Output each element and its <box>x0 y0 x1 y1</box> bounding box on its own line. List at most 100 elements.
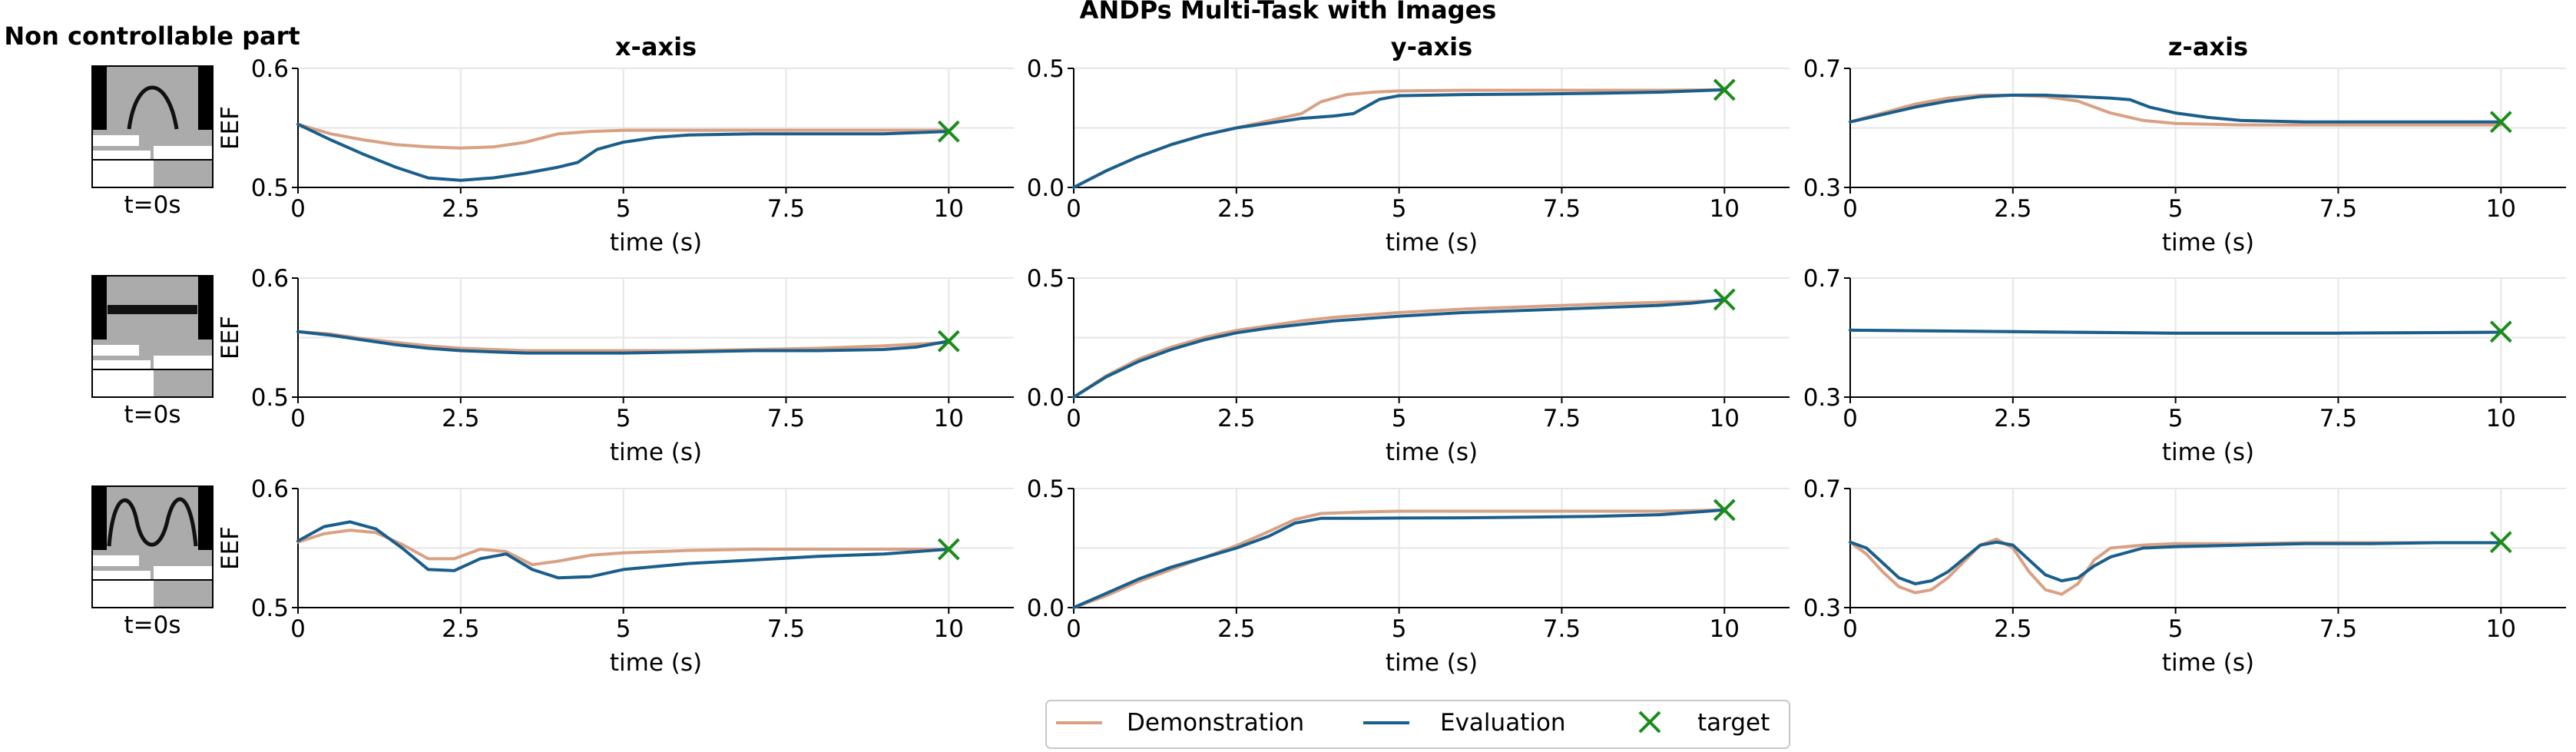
y-tick-label: 0.6 <box>251 475 289 503</box>
legend-target-label: target <box>1697 709 1770 737</box>
demonstration-line <box>296 122 951 150</box>
y-tick-label: 0.7 <box>1803 475 1841 503</box>
x-tick-label: 0 <box>1843 195 1858 223</box>
target-marker <box>937 120 960 143</box>
image-block <box>93 555 139 566</box>
x-tick-label: 10 <box>1710 405 1740 432</box>
x-tick-label: 7.5 <box>2319 195 2357 223</box>
target-stroke <box>937 538 960 561</box>
evaluation-line <box>296 330 951 355</box>
x-tick-label: 10 <box>1710 615 1740 643</box>
x-tick-label: 10 <box>2486 615 2516 643</box>
demonstration-line <box>296 330 951 353</box>
x-tick-label: 7.5 <box>1543 195 1581 223</box>
legend: Demonstration Evaluation target <box>1045 700 1790 749</box>
image-block <box>93 360 151 369</box>
x-tick-label: 2.5 <box>1217 615 1255 643</box>
x-tick-label: 10 <box>1710 195 1740 223</box>
image-block <box>93 135 139 146</box>
target-stroke <box>1713 78 1736 101</box>
x-tick-label: 2.5 <box>442 405 479 432</box>
image-block <box>154 146 212 160</box>
figure-title: ANDPs Multi-Task with Images <box>1080 0 1497 25</box>
x-tick-label: 2.5 <box>1994 405 2031 432</box>
column-title-y: y-axis <box>1391 32 1472 61</box>
image-left-dark <box>93 277 107 340</box>
x-tick-label: 0 <box>1843 615 1858 643</box>
demonstration-line <box>1072 508 1727 609</box>
y-tick-label: 0.5 <box>1027 55 1065 83</box>
target-stroke <box>1713 288 1736 311</box>
x-tick-label: 10 <box>2486 195 2516 223</box>
legend-demo-label: Demonstration <box>1127 709 1304 737</box>
panel-row2-x: 0 2.5 5 7.5 10 0.5 0.6 time (s) EEF <box>217 265 1014 466</box>
y-tick-label: 0.5 <box>251 174 289 202</box>
evaluation-line <box>1849 328 2503 335</box>
x-axis-title: time (s) <box>2162 439 2254 466</box>
image-block <box>154 566 212 580</box>
x-tick-label: 5 <box>616 405 631 432</box>
y-tick-label: 0.0 <box>1027 174 1065 202</box>
target-stroke <box>1713 499 1736 522</box>
target-marker <box>1713 499 1736 522</box>
x-tick-label: 2.5 <box>1217 195 1255 223</box>
task-image-row-3: t=0s <box>91 485 214 639</box>
task-image-row-1: t=0s <box>91 65 214 219</box>
x-tick-label: 5 <box>2168 405 2184 432</box>
x-tick-label: 0 <box>290 195 306 223</box>
x-tick-label: 7.5 <box>2319 405 2357 432</box>
panel-row3-y: 0 2.5 5 7.5 10 0.0 0.5 time (s) <box>1027 475 1790 677</box>
x-tick-label: 2.5 <box>442 615 479 643</box>
y-tick-label: 0.6 <box>251 55 289 83</box>
image-caption: t=0s <box>124 191 180 219</box>
panel-row2-y: 0 2.5 5 7.5 10 0.0 0.5 time (s) <box>1027 265 1790 466</box>
x-axis-title: time (s) <box>1386 439 1478 466</box>
y-axis-title: EEF <box>217 106 244 150</box>
target-marker <box>1713 288 1736 311</box>
target-marker <box>937 538 960 561</box>
image-caption: t=0s <box>124 611 180 639</box>
y-tick-label: 0.5 <box>251 595 289 622</box>
x-axis-title: time (s) <box>610 649 702 677</box>
y-tick-label: 0.7 <box>1803 55 1841 83</box>
image-right-dark <box>198 67 212 130</box>
x-tick-label: 10 <box>934 615 964 643</box>
x-tick-label: 2.5 <box>442 195 479 223</box>
y-tick-label: 0.3 <box>1803 384 1841 412</box>
evaluation-line <box>1849 93 2503 124</box>
image-block <box>154 580 212 607</box>
panel-row1-x: 0 2.5 5 7.5 10 0.5 0.6 time (s) EEF <box>217 55 1014 257</box>
evaluation-line <box>1072 508 1727 609</box>
legend-target-marker <box>1638 711 1661 734</box>
column-title-x: x-axis <box>615 32 697 61</box>
target-marker <box>2489 320 2512 343</box>
panel-row2-z: 0 2.5 5 7.5 10 0.3 0.7 time (s) <box>1803 265 2566 466</box>
legend-box <box>1045 700 1790 749</box>
y-axis-title: EEF <box>217 316 244 359</box>
x-tick-label: 5 <box>1392 195 1407 223</box>
target-marker <box>937 330 960 353</box>
demonstration-line <box>1072 299 1727 399</box>
x-tick-label: 0 <box>290 615 306 643</box>
x-tick-label: 10 <box>934 195 964 223</box>
parabola-shape <box>127 85 179 130</box>
demonstration-line <box>1849 93 2503 127</box>
target-stroke <box>937 120 960 143</box>
x-tick-label: 5 <box>2168 195 2184 223</box>
y-tick-label: 0.0 <box>1027 595 1065 622</box>
image-block <box>154 369 212 396</box>
x-tick-label: 2.5 <box>1217 405 1255 432</box>
panel-row3-x: 0 2.5 5 7.5 10 0.5 0.6 time (s) EEF <box>217 475 1014 677</box>
x-tick-label: 5 <box>2168 615 2184 643</box>
x-tick-label: 5 <box>616 615 631 643</box>
x-tick-label: 2.5 <box>1994 615 2031 643</box>
x-tick-label: 5 <box>1392 615 1407 643</box>
image-block <box>93 571 151 580</box>
demonstration-line <box>296 528 951 567</box>
evaluation-line <box>296 520 951 580</box>
thumbnails-layer: t=0s t=0s t=0s <box>91 65 214 639</box>
x-axis-title: time (s) <box>2162 649 2254 677</box>
target-marker <box>2489 531 2512 554</box>
x-tick-label: 5 <box>1392 405 1407 432</box>
